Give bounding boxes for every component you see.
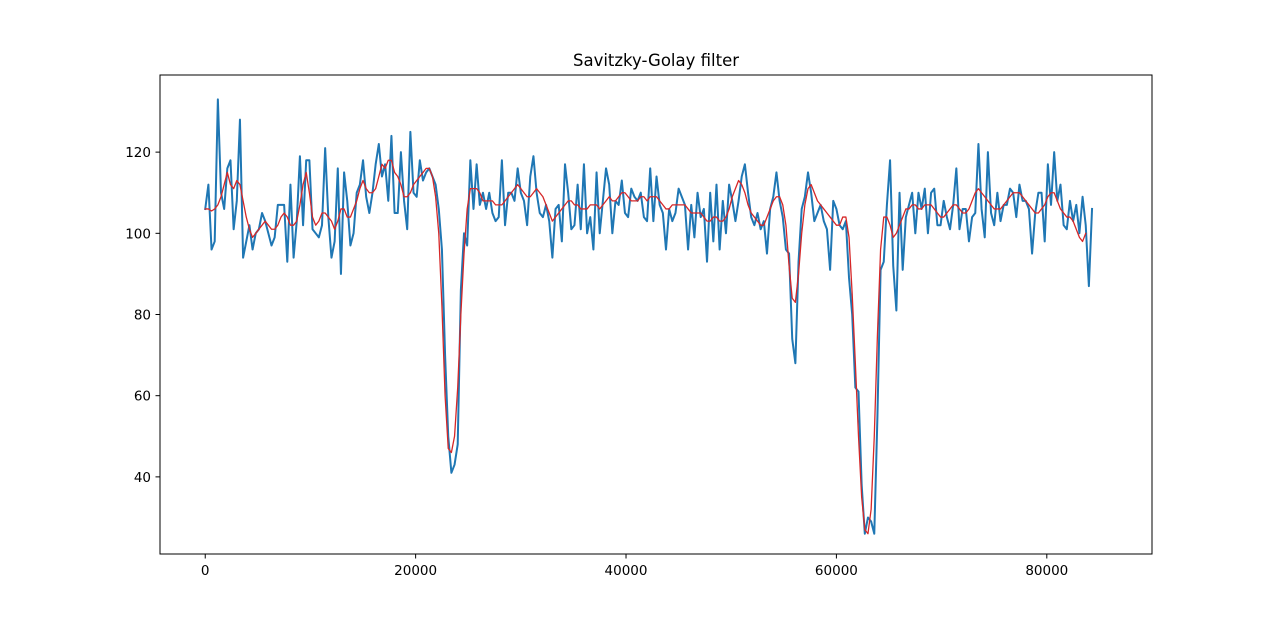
y-tick-label: 80	[134, 308, 151, 324]
y-tick-label: 120	[125, 145, 151, 161]
y-tick-label: 40	[134, 470, 151, 486]
x-tick-label: 20000	[394, 563, 437, 579]
chart-title: Savitzky-Golay filter	[573, 51, 739, 70]
series-line-raw	[204, 98, 1094, 535]
x-tick-label: 40000	[605, 563, 648, 579]
x-tick-label: 0	[201, 563, 210, 579]
y-tick-label: 60	[134, 389, 151, 405]
series-line-smoothed	[204, 159, 1087, 535]
x-tick-label: 60000	[815, 563, 858, 579]
x-axis: 0 20000 40000 60000 80000	[201, 554, 1068, 579]
series-layer	[204, 98, 1094, 535]
y-tick-label: 100	[125, 226, 151, 242]
y-axis: 40 60 80 100 120	[125, 145, 160, 486]
x-tick-label: 80000	[1025, 563, 1068, 579]
